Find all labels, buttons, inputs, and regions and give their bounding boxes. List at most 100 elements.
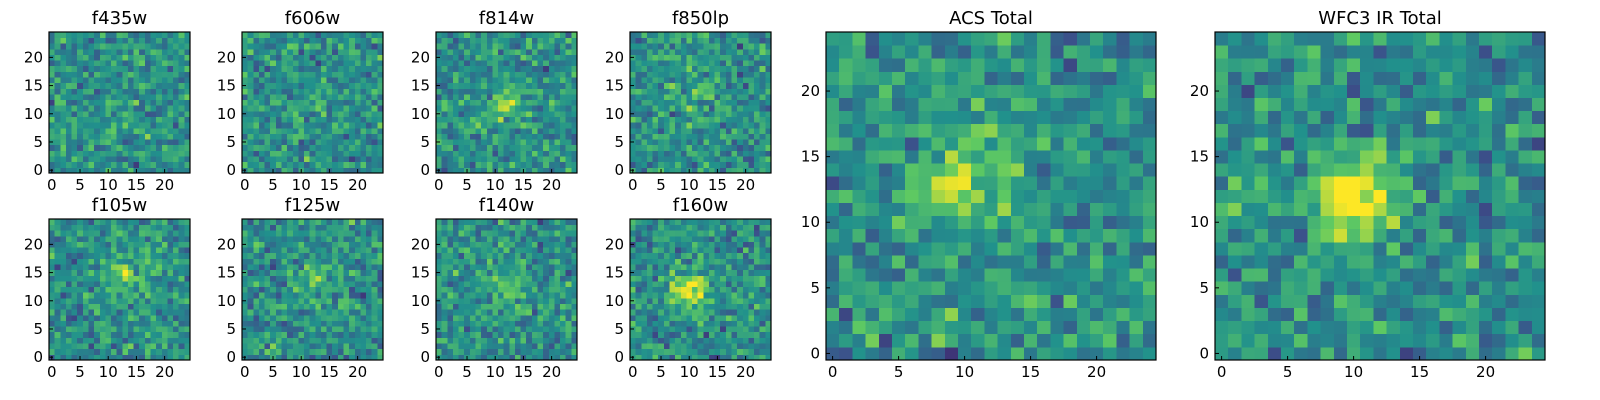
heatmap-cell	[315, 354, 322, 361]
heatmap-cell	[275, 224, 282, 231]
heatmap-cell	[531, 82, 538, 89]
heatmap-cell	[560, 303, 567, 310]
heatmap-cell	[349, 54, 356, 61]
heatmap-cell	[514, 224, 521, 231]
heatmap-cell	[167, 320, 174, 327]
heatmap-cell	[150, 309, 157, 316]
heatmap-cell	[371, 247, 378, 254]
heatmap-cell	[680, 43, 687, 50]
heatmap-cell	[641, 286, 648, 293]
heatmap-cell	[377, 224, 384, 231]
heatmap-cell	[543, 116, 550, 123]
heatmap-cell	[99, 235, 106, 242]
heatmap-cell	[543, 82, 550, 89]
heatmap-cell	[127, 167, 134, 174]
heatmap-cell	[742, 88, 749, 95]
heatmap-cell	[492, 110, 499, 117]
heatmap-cell	[184, 281, 191, 288]
heatmap-cell	[139, 150, 146, 157]
heatmap-cell	[366, 354, 373, 361]
heatmap-cell	[554, 348, 561, 355]
heatmap-cell	[720, 303, 727, 310]
heatmap-cell	[714, 275, 721, 282]
heatmap-cell	[452, 77, 459, 84]
heatmap-cell	[99, 99, 106, 106]
heatmap-cell	[82, 326, 89, 333]
heatmap-cell	[167, 219, 174, 226]
heatmap-cell	[503, 133, 510, 140]
x-tick-label: 0	[434, 363, 444, 381]
heatmap-cell	[111, 48, 118, 55]
heatmap-cell	[116, 94, 123, 101]
heatmap-cell	[441, 320, 448, 327]
heatmap-cell	[486, 99, 493, 106]
heatmap-cell	[475, 156, 482, 163]
heatmap-cell	[498, 60, 505, 67]
heatmap-cell	[565, 105, 572, 112]
heatmap-cell	[725, 292, 732, 299]
heatmap-cell	[680, 326, 687, 333]
heatmap-cell	[99, 314, 106, 321]
heatmap-cell	[366, 247, 373, 254]
heatmap-cell	[641, 32, 648, 39]
heatmap-cell	[377, 167, 384, 174]
heatmap-cell	[287, 219, 294, 226]
heatmap-cell	[658, 65, 665, 72]
heatmap-cell	[253, 303, 260, 310]
heatmap-cell	[447, 269, 454, 276]
heatmap-cell	[304, 354, 311, 361]
heatmap-cell	[714, 43, 721, 50]
heatmap-cell	[242, 105, 249, 112]
heatmap-cell	[498, 32, 505, 39]
heatmap-cell	[287, 309, 294, 316]
heatmap-cell	[65, 150, 72, 157]
heatmap-cell	[354, 133, 361, 140]
heatmap-cell	[309, 258, 316, 265]
heatmap-cell	[514, 241, 521, 248]
heatmap-cell	[464, 292, 471, 299]
heatmap-cell	[492, 161, 499, 168]
heatmap-cell	[88, 43, 95, 50]
heatmap-cell	[281, 303, 288, 310]
heatmap-cell	[554, 43, 561, 50]
heatmap-cell	[253, 127, 260, 134]
heatmap-cell	[548, 219, 555, 226]
heatmap-cell	[133, 219, 140, 226]
heatmap-cell	[77, 264, 84, 271]
heatmap-cell	[548, 139, 555, 146]
heatmap-cell	[452, 139, 459, 146]
heatmap-cell	[652, 94, 659, 101]
heatmap-cell	[71, 235, 78, 242]
heatmap-cell	[77, 150, 84, 157]
heatmap-cell	[122, 48, 129, 55]
heatmap-cell	[127, 139, 134, 146]
heatmap-cell	[122, 303, 129, 310]
heatmap-cell	[543, 354, 550, 361]
heatmap-cell	[71, 71, 78, 78]
heatmap-cell	[630, 161, 637, 168]
heatmap-cell	[184, 127, 191, 134]
heatmap-cell	[464, 144, 471, 151]
heatmap-cell	[543, 241, 550, 248]
heatmap-cell	[447, 116, 454, 123]
heatmap-cell	[354, 99, 361, 106]
heatmap-cell	[731, 303, 738, 310]
heatmap-cell	[54, 161, 61, 168]
heatmap-cell	[725, 354, 732, 361]
heatmap-cell	[669, 122, 676, 129]
heatmap-cell	[173, 65, 180, 72]
heatmap-cell	[173, 314, 180, 321]
heatmap-cell	[675, 354, 682, 361]
heatmap-cell	[652, 150, 659, 157]
heatmap-cell	[88, 37, 95, 44]
heatmap-cell	[309, 82, 316, 89]
heatmap-cell	[703, 60, 710, 67]
heatmap-cell	[156, 235, 163, 242]
heatmap-cell	[503, 235, 510, 242]
heatmap-cell	[452, 348, 459, 355]
heatmap-cell	[669, 133, 676, 140]
heatmap-cell	[509, 258, 516, 265]
heatmap-cell	[469, 116, 476, 123]
heatmap-cell	[560, 297, 567, 304]
